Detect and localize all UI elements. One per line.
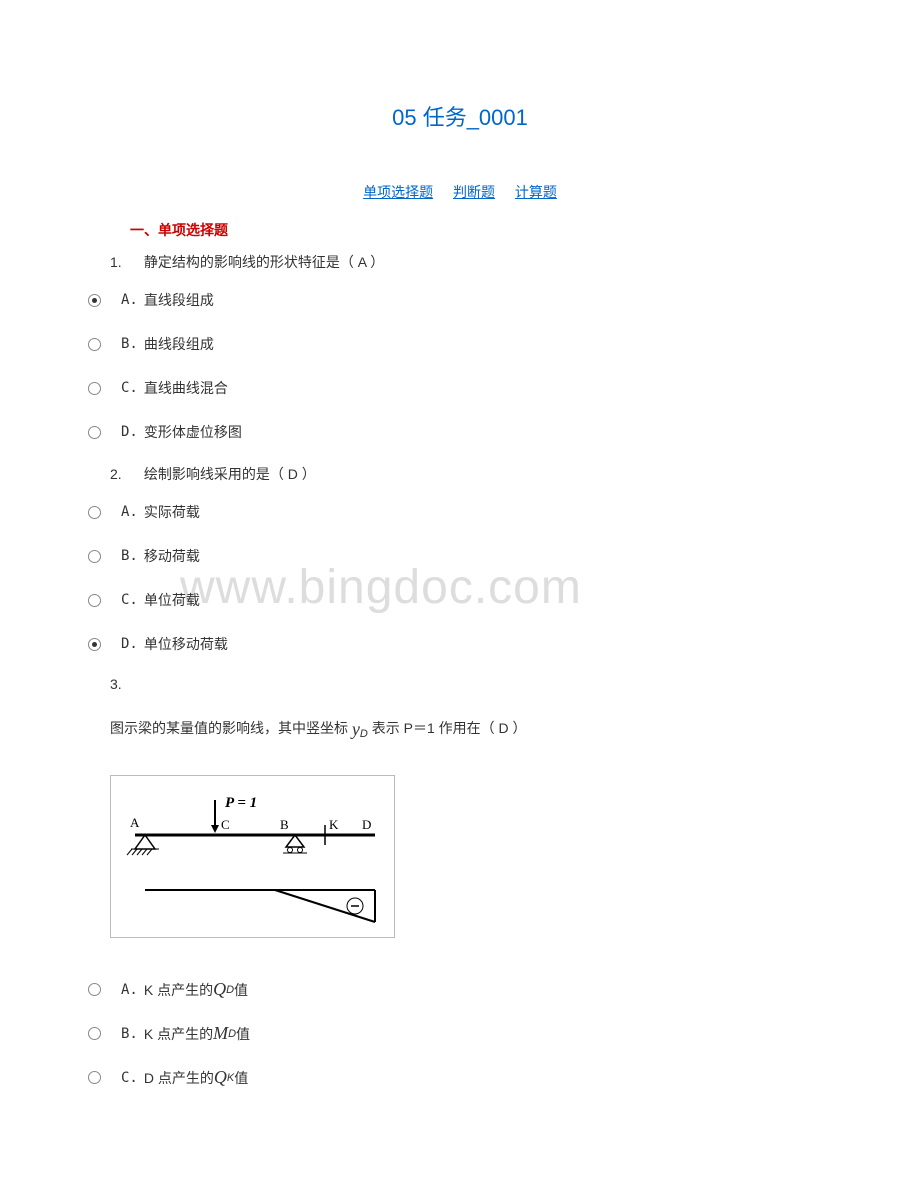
nav-link-calc[interactable]: 计算题 [515, 184, 557, 200]
q3-option-a[interactable]: A. K 点产生的 QD 值 [80, 968, 840, 1012]
option-label: B. [121, 1026, 138, 1042]
radio-icon[interactable] [88, 506, 101, 519]
option-text: 曲线段组成 [144, 334, 214, 354]
option-text: 移动荷载 [144, 546, 200, 566]
q2-option-c[interactable]: C. 单位荷载 [80, 578, 840, 622]
option-text: 直线曲线混合 [144, 378, 228, 398]
radio-icon[interactable] [88, 1027, 101, 1040]
svg-text:A: A [130, 815, 140, 830]
question-1-stem: 1. 静定结构的影响线的形状特征是（ A ） [110, 246, 840, 278]
svg-text:P = 1: P = 1 [225, 795, 257, 811]
q3-var-ysub: D [360, 728, 368, 740]
q3-option-b[interactable]: B. K 点产生的 MD 值 [80, 1012, 840, 1056]
radio-icon[interactable] [88, 550, 101, 563]
option-label: B. [121, 548, 138, 564]
question-1: 1. 静定结构的影响线的形状特征是（ A ） A. 直线段组成 B. 曲线段组成… [80, 246, 840, 454]
beam-svg: A C B K D P = 1 [115, 780, 390, 930]
svg-text:K: K [329, 817, 339, 832]
question-2-stem: 2. 绘制影响线采用的是（ D ） [110, 458, 840, 490]
option-label: C. [121, 380, 138, 396]
q1-option-a[interactable]: A. 直线段组成 [80, 278, 840, 322]
option-label: D. [121, 636, 138, 652]
question-1-num: 1. [110, 254, 140, 270]
nav-link-mc[interactable]: 单项选择题 [363, 184, 433, 200]
question-3-stem: 图示梁的某量值的影响线，其中竖坐标 yD 表示 P＝1 作用在（ D ） [110, 698, 840, 760]
q1-option-b[interactable]: B. 曲线段组成 [80, 322, 840, 366]
radio-icon[interactable] [88, 638, 101, 651]
q2-option-a[interactable]: A. 实际荷载 [80, 490, 840, 534]
radio-icon[interactable] [88, 426, 101, 439]
page-container: 05 任务_0001 单项选择题 判断题 计算题 一、单项选择题 1. 静定结构… [0, 0, 920, 1144]
question-2-text: 绘制影响线采用的是（ D ） [144, 466, 316, 482]
option-label: A. [121, 982, 138, 998]
q3-option-c[interactable]: C. D 点产生的 QK 值 [80, 1056, 840, 1100]
q3-stem-part1: 图示梁的某量值的影响线，其中竖坐标 [110, 720, 352, 736]
radio-icon[interactable] [88, 983, 101, 996]
svg-text:D: D [362, 817, 371, 832]
option-label: D. [121, 424, 138, 440]
option-var: Q [213, 979, 226, 1000]
option-label: C. [121, 1070, 138, 1086]
option-label: A. [121, 292, 138, 308]
question-2-num: 2. [110, 466, 140, 482]
option-label: B. [121, 336, 138, 352]
option-text: 单位荷载 [144, 590, 200, 610]
radio-icon[interactable] [88, 338, 101, 351]
option-var: Q [214, 1067, 227, 1088]
option-text: 单位移动荷载 [144, 634, 228, 654]
option-text: 直线段组成 [144, 290, 214, 310]
option-label: C. [121, 592, 138, 608]
option-sub: D [228, 1028, 236, 1040]
nav-link-tf[interactable]: 判断题 [453, 184, 495, 200]
nav-links: 单项选择题 判断题 计算题 [80, 182, 840, 202]
radio-icon[interactable] [88, 294, 101, 307]
option-post: 值 [234, 1068, 248, 1088]
option-post: 值 [236, 1024, 250, 1044]
option-var: M [213, 1023, 228, 1044]
radio-icon[interactable] [88, 594, 101, 607]
option-text: 实际荷载 [144, 502, 200, 522]
q1-option-d[interactable]: D. 变形体虚位移图 [80, 410, 840, 454]
option-pre: K 点产生的 [144, 980, 213, 1000]
radio-icon[interactable] [88, 382, 101, 395]
option-label: A. [121, 504, 138, 520]
question-2: 2. 绘制影响线采用的是（ D ） A. 实际荷载 B. 移动荷载 C. 单位荷… [80, 458, 840, 666]
q2-option-b[interactable]: B. 移动荷载 [80, 534, 840, 578]
option-post: 值 [234, 980, 248, 1000]
svg-text:C: C [221, 817, 230, 832]
option-sub: D [226, 984, 234, 996]
question-3-num-row: 3. [110, 670, 840, 698]
q2-option-d[interactable]: D. 单位移动荷载 [80, 622, 840, 666]
section-header: 一、单项选择题 [130, 220, 840, 240]
option-pre: D 点产生的 [144, 1068, 214, 1088]
page-title: 05 任务_0001 [80, 100, 840, 132]
q1-option-c[interactable]: C. 直线曲线混合 [80, 366, 840, 410]
question-3: 3. 图示梁的某量值的影响线，其中竖坐标 yD 表示 P＝1 作用在（ D ） … [80, 670, 840, 1100]
option-text: 变形体虚位移图 [144, 422, 242, 442]
q3-stem-part2: 表示 P＝1 作用在（ D ） [372, 720, 527, 736]
q3-var-y: y [352, 719, 360, 739]
svg-text:B: B [280, 817, 289, 832]
question-1-text: 静定结构的影响线的形状特征是（ A ） [144, 254, 384, 270]
question-3-num: 3. [110, 676, 140, 692]
beam-diagram: A C B K D P = 1 [110, 775, 395, 938]
option-pre: K 点产生的 [144, 1024, 213, 1044]
radio-icon[interactable] [88, 1071, 101, 1084]
option-sub: K [227, 1072, 234, 1084]
